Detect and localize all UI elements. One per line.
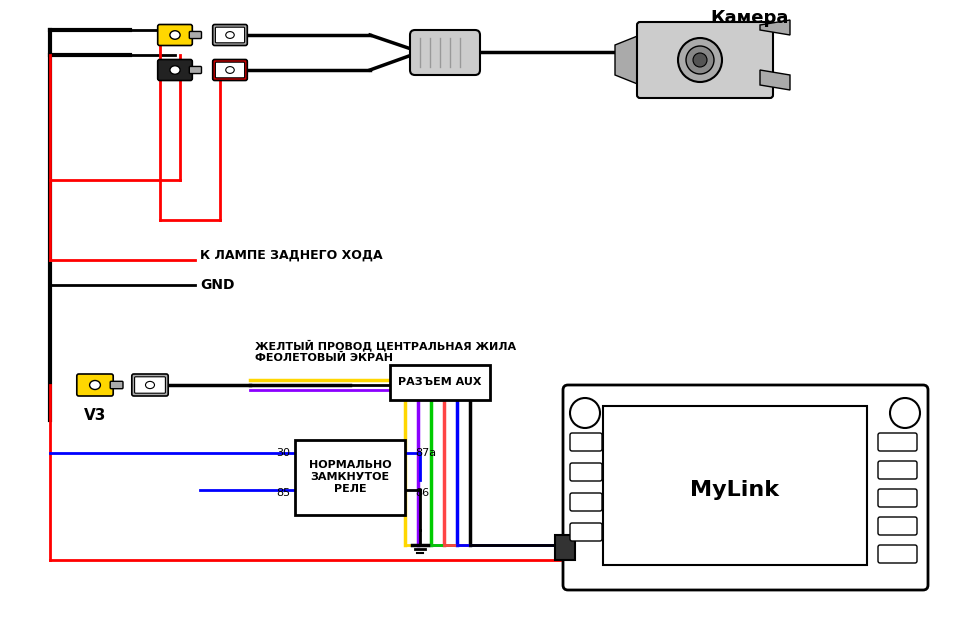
Text: К ЛАМПЕ ЗАДНЕГО ХОДА: К ЛАМПЕ ЗАДНЕГО ХОДА bbox=[200, 249, 383, 261]
Circle shape bbox=[693, 53, 707, 67]
Circle shape bbox=[570, 398, 600, 428]
FancyBboxPatch shape bbox=[215, 62, 245, 78]
FancyBboxPatch shape bbox=[157, 24, 192, 45]
FancyBboxPatch shape bbox=[110, 381, 123, 389]
FancyBboxPatch shape bbox=[570, 463, 602, 481]
Text: 30: 30 bbox=[276, 448, 290, 458]
FancyBboxPatch shape bbox=[878, 517, 917, 535]
Polygon shape bbox=[615, 35, 640, 85]
Text: 87а: 87а bbox=[415, 448, 436, 458]
FancyBboxPatch shape bbox=[603, 406, 867, 565]
Circle shape bbox=[890, 398, 920, 428]
Text: НОРМАЛЬНО
ЗАМКНУТОЕ
РЕЛЕ: НОРМАЛЬНО ЗАМКНУТОЕ РЕЛЕ bbox=[309, 461, 392, 493]
Ellipse shape bbox=[226, 31, 234, 38]
FancyBboxPatch shape bbox=[189, 66, 202, 73]
Circle shape bbox=[678, 38, 722, 82]
Text: Камера: Камера bbox=[710, 9, 789, 27]
Ellipse shape bbox=[226, 66, 234, 73]
Text: ФЕОЛЕТОВЫЙ ЭКРАН: ФЕОЛЕТОВЫЙ ЭКРАН bbox=[255, 353, 393, 363]
FancyBboxPatch shape bbox=[555, 535, 575, 560]
Ellipse shape bbox=[170, 66, 180, 74]
Polygon shape bbox=[760, 70, 790, 90]
Text: V3: V3 bbox=[84, 408, 107, 422]
FancyBboxPatch shape bbox=[878, 545, 917, 563]
Circle shape bbox=[686, 46, 714, 74]
FancyBboxPatch shape bbox=[213, 59, 248, 81]
FancyBboxPatch shape bbox=[77, 374, 113, 396]
Text: 86: 86 bbox=[415, 488, 429, 498]
FancyBboxPatch shape bbox=[570, 493, 602, 511]
FancyBboxPatch shape bbox=[570, 433, 602, 451]
FancyBboxPatch shape bbox=[295, 440, 405, 515]
FancyBboxPatch shape bbox=[637, 22, 773, 98]
FancyBboxPatch shape bbox=[390, 365, 490, 400]
Text: GND: GND bbox=[200, 278, 234, 292]
Text: MyLink: MyLink bbox=[690, 480, 780, 500]
FancyBboxPatch shape bbox=[189, 31, 202, 38]
Ellipse shape bbox=[170, 31, 180, 39]
FancyBboxPatch shape bbox=[134, 377, 165, 393]
Ellipse shape bbox=[89, 380, 101, 390]
Ellipse shape bbox=[146, 381, 155, 389]
FancyBboxPatch shape bbox=[878, 489, 917, 507]
Text: РАЗЪЕМ AUX: РАЗЪЕМ AUX bbox=[398, 377, 482, 387]
FancyBboxPatch shape bbox=[215, 27, 245, 43]
FancyBboxPatch shape bbox=[132, 374, 168, 396]
Polygon shape bbox=[760, 20, 790, 35]
FancyBboxPatch shape bbox=[878, 461, 917, 479]
Text: ЖЕЛТЫЙ ПРОВОД ЦЕНТРАЛЬНАЯ ЖИЛА: ЖЕЛТЫЙ ПРОВОД ЦЕНТРАЛЬНАЯ ЖИЛА bbox=[255, 339, 516, 351]
FancyBboxPatch shape bbox=[410, 30, 480, 75]
Text: 85: 85 bbox=[276, 488, 290, 498]
FancyBboxPatch shape bbox=[570, 523, 602, 541]
FancyBboxPatch shape bbox=[563, 385, 928, 590]
FancyBboxPatch shape bbox=[157, 59, 192, 81]
FancyBboxPatch shape bbox=[878, 433, 917, 451]
FancyBboxPatch shape bbox=[213, 24, 248, 45]
